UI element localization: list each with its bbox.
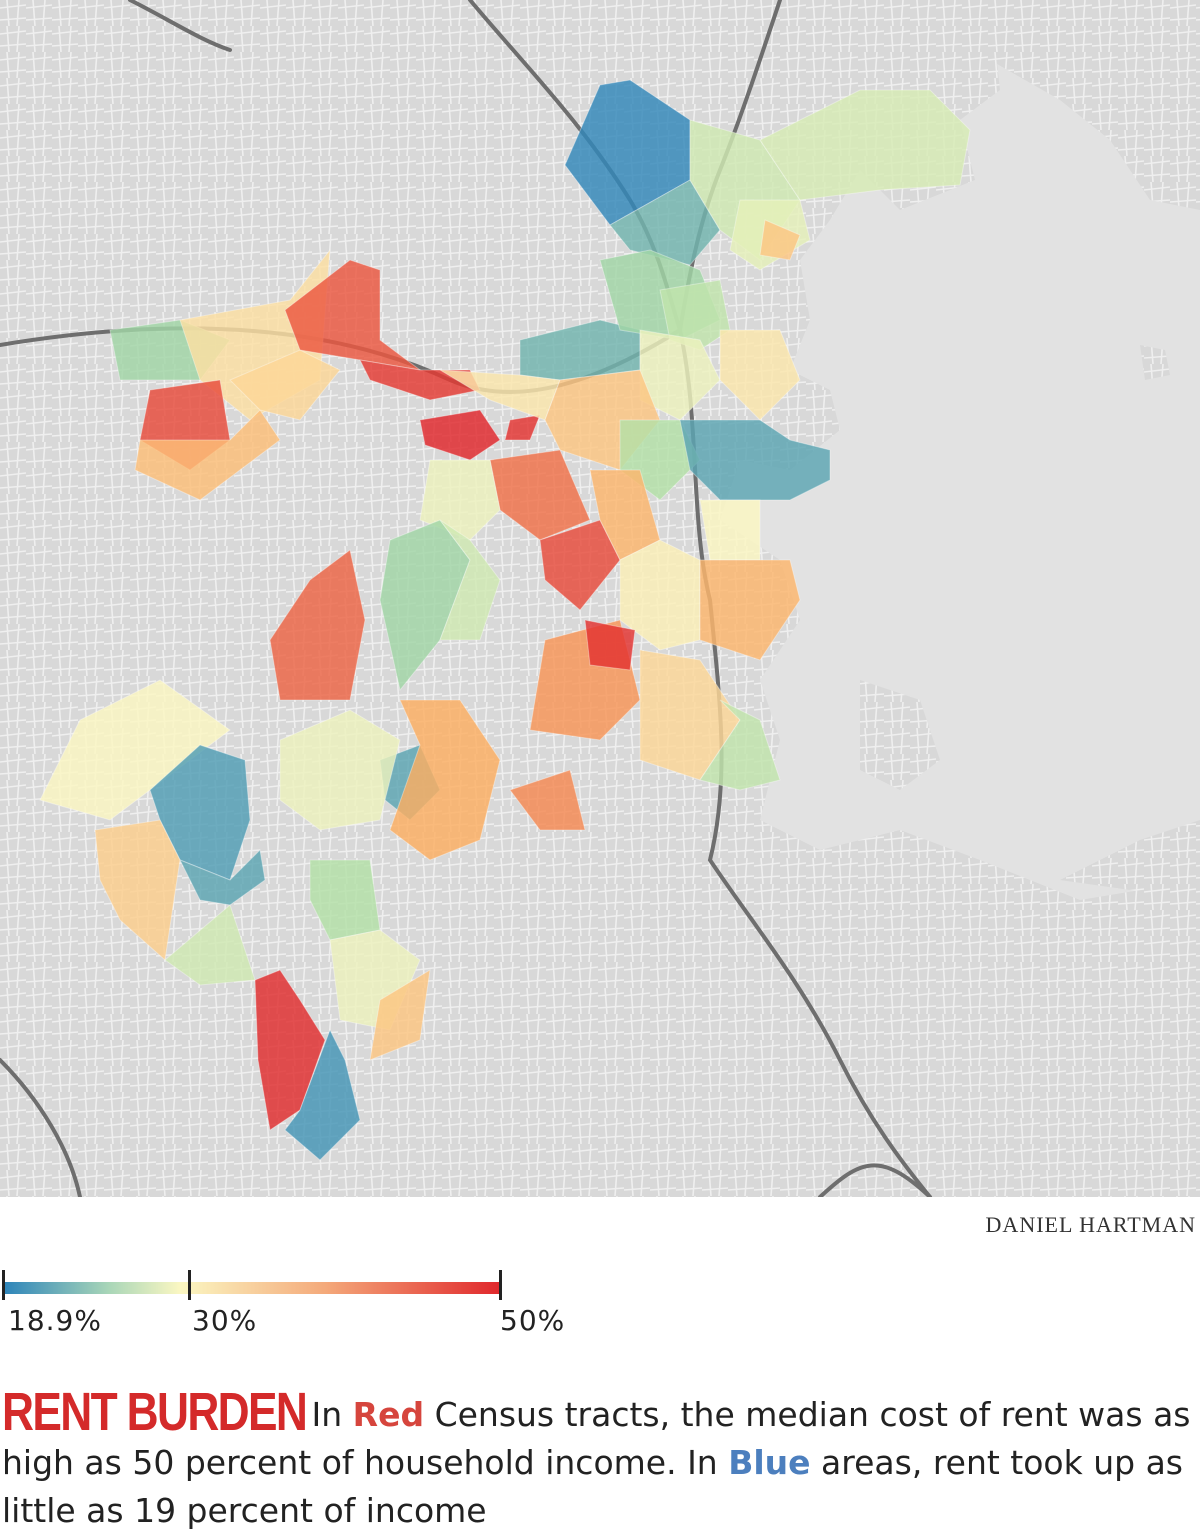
tract-eastie-n (759, 89, 971, 201)
tract-hydepark-c (254, 969, 326, 1131)
tract-southie-w (699, 499, 761, 561)
caption: RENT BURDEN In Red Census tracts, the me… (2, 1382, 1192, 1535)
tract-westrox-d (389, 699, 501, 861)
tract-allston-c (229, 349, 341, 421)
tract-jp-b (439, 519, 501, 641)
tract-seaport (679, 419, 831, 501)
tract-northend (659, 279, 731, 351)
legend-max-label: 50% (500, 1304, 566, 1337)
color-legend: 18.9% 30% 50% (2, 1268, 566, 1348)
legend-gradient-bar (2, 1282, 502, 1294)
legend-tick-min (2, 1270, 5, 1300)
tract-westrox-a (39, 679, 231, 821)
caption-title: RENT BURDEN (2, 1382, 308, 1442)
tract-allston-n (284, 259, 421, 371)
tract-westrox-c (178, 848, 266, 906)
caption-text-1: In (311, 1395, 353, 1434)
tract-dorchester-b (699, 559, 801, 661)
caption-text-3: areas, rent took up as little as 19 perc… (2, 1443, 1183, 1530)
tract-southie-e (719, 329, 801, 421)
caption-blue-word: Blue (728, 1443, 811, 1482)
tract-hydepark-d (284, 1028, 361, 1161)
tract-fenway-b (504, 414, 541, 441)
legend-mid-label: 30% (192, 1304, 258, 1337)
tract-hydepark-e (164, 904, 256, 986)
tract-mattapan-a (509, 769, 586, 831)
tract-dorchester-f (699, 699, 781, 791)
caption-text-2: Census tracts, the median cost of rent w… (2, 1395, 1191, 1482)
tract-roxbury-b (539, 519, 621, 611)
caption-red-word: Red (352, 1395, 425, 1434)
legend-tick-mid (188, 1270, 191, 1300)
map (0, 0, 1200, 1197)
tract-charlestown-w (609, 179, 721, 266)
tract-fenway-a (419, 409, 501, 461)
tract-brighton-s (134, 409, 281, 501)
tract-dorchester-d (584, 619, 636, 671)
photo-credit: DANIEL HARTMAN (985, 1212, 1196, 1237)
legend-min-label: 18.9% (8, 1304, 102, 1337)
census-tracts (39, 79, 971, 1161)
tract-roslindale-a (279, 709, 401, 831)
legend-tick-max (499, 1270, 502, 1300)
tract-hydepark-b (369, 969, 431, 1061)
tract-jp-c (269, 549, 366, 701)
tract-eastie-s (759, 219, 801, 261)
tract-roxbury-a (489, 449, 591, 541)
